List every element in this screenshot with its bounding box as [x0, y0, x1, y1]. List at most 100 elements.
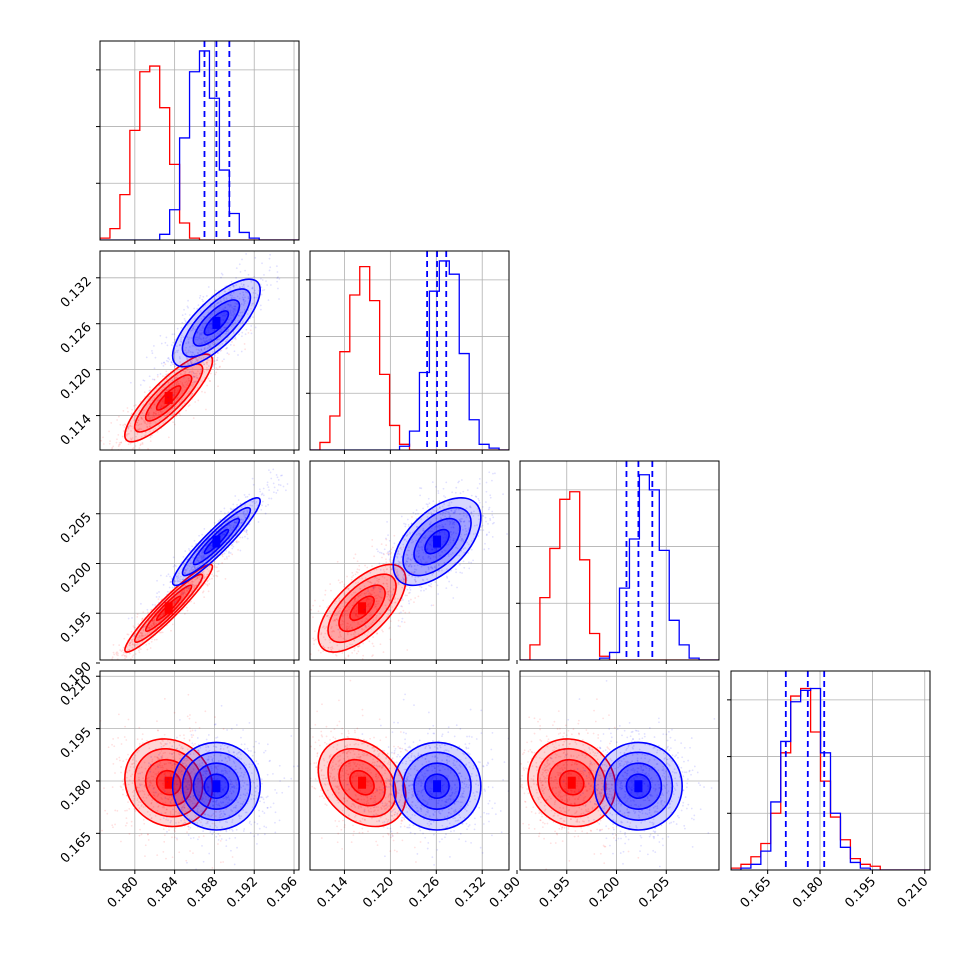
scatter-point [372, 654, 374, 657]
scatter-point [226, 346, 228, 349]
scatter-point [251, 287, 254, 290]
scatter-point [437, 490, 440, 492]
scatter-point [135, 415, 137, 418]
scatter-point [189, 582, 192, 584]
scatter-point [135, 661, 137, 663]
scatter-point [215, 295, 218, 297]
scatter-point [120, 650, 123, 653]
scatter-point [124, 725, 126, 728]
scatter-point [192, 372, 195, 375]
scatter-point [358, 568, 361, 571]
scatter-point [136, 615, 139, 618]
scatter-point [170, 361, 173, 363]
scatter-point [168, 358, 171, 361]
scatter-point [196, 359, 199, 361]
scatter-point [141, 733, 144, 736]
scatter-point [154, 412, 157, 415]
scatter-point [187, 340, 190, 343]
scatter-point [406, 594, 409, 597]
scatter-point [153, 378, 156, 381]
scatter-point [212, 575, 215, 577]
scatter-point [222, 314, 225, 317]
scatter-point [221, 360, 224, 363]
scatter-point [180, 341, 183, 343]
scatter-point [123, 637, 126, 640]
scatter-point [208, 379, 211, 382]
scatter-point [224, 290, 227, 293]
scatter-point [207, 353, 210, 355]
scatter-point [151, 603, 154, 606]
scatter-point [184, 370, 187, 373]
scatter-point [236, 541, 238, 544]
scatter-point [180, 334, 183, 337]
scatter-point [57, 484, 59, 486]
scatter-point [148, 414, 151, 417]
scatter-point [237, 548, 239, 551]
scatter-point [191, 367, 194, 370]
scatter-point [179, 343, 181, 346]
scatter-point [120, 771, 122, 774]
scatter-point [155, 638, 158, 641]
scatter-point [215, 339, 218, 342]
panel-border [99, 40, 300, 241]
scatter-point [381, 556, 383, 559]
scatter-point [223, 290, 226, 293]
scatter-point [220, 510, 222, 513]
scatter-point [125, 739, 128, 741]
scatter-point [279, 484, 282, 487]
scatter-point [244, 300, 247, 302]
scatter-point [194, 578, 197, 581]
scatter-point [351, 576, 353, 579]
scatter-point [191, 370, 194, 373]
scatter-point [247, 285, 250, 288]
scatter-point [173, 365, 176, 368]
scatter-point [363, 608, 366, 611]
scatter-point [230, 292, 233, 295]
scatter-point [380, 586, 383, 589]
scatter-point [224, 315, 227, 318]
panel-content [310, 251, 509, 450]
scatter-point [123, 423, 126, 426]
scatter-point [478, 482, 481, 485]
scatter-point [210, 327, 212, 330]
scatter-point [242, 320, 244, 323]
scatter-point [142, 626, 144, 629]
scatter-point [459, 492, 462, 495]
scatter-point [128, 644, 131, 647]
scatter-point [146, 739, 148, 742]
scatter-point [214, 310, 216, 313]
scatter-point [335, 654, 338, 657]
scatter-point [146, 426, 149, 428]
scatter-point [179, 734, 181, 737]
scatter-point [143, 822, 146, 825]
scatter-point [108, 430, 110, 433]
scatter-point [208, 339, 210, 341]
scatter-point [158, 399, 161, 402]
scatter-point [151, 399, 154, 402]
scatter-point [192, 383, 195, 386]
scatter-point [181, 405, 184, 407]
scatter-point [185, 606, 188, 609]
scatter-point [146, 426, 149, 428]
scatter-point [195, 358, 198, 361]
scatter-point [114, 772, 116, 774]
scatter-point [188, 390, 191, 393]
scatter-point [235, 284, 238, 286]
scatter-point [138, 423, 141, 426]
scatter-point [267, 486, 270, 488]
scatter-point [232, 296, 235, 299]
scatter-point [130, 439, 133, 441]
scatter-point [160, 410, 162, 413]
scatter-point [163, 611, 165, 613]
scatter-point [191, 545, 194, 548]
scatter-point [152, 412, 155, 415]
scatter-point [186, 356, 188, 359]
scatter-point [399, 625, 401, 628]
scatter-point [261, 226, 263, 228]
scatter-point [391, 575, 394, 577]
scatter-point [123, 736, 126, 738]
scatter-point [206, 327, 209, 329]
scatter-point [113, 671, 115, 673]
scatter-point [267, 299, 270, 302]
scatter-point [225, 347, 228, 350]
